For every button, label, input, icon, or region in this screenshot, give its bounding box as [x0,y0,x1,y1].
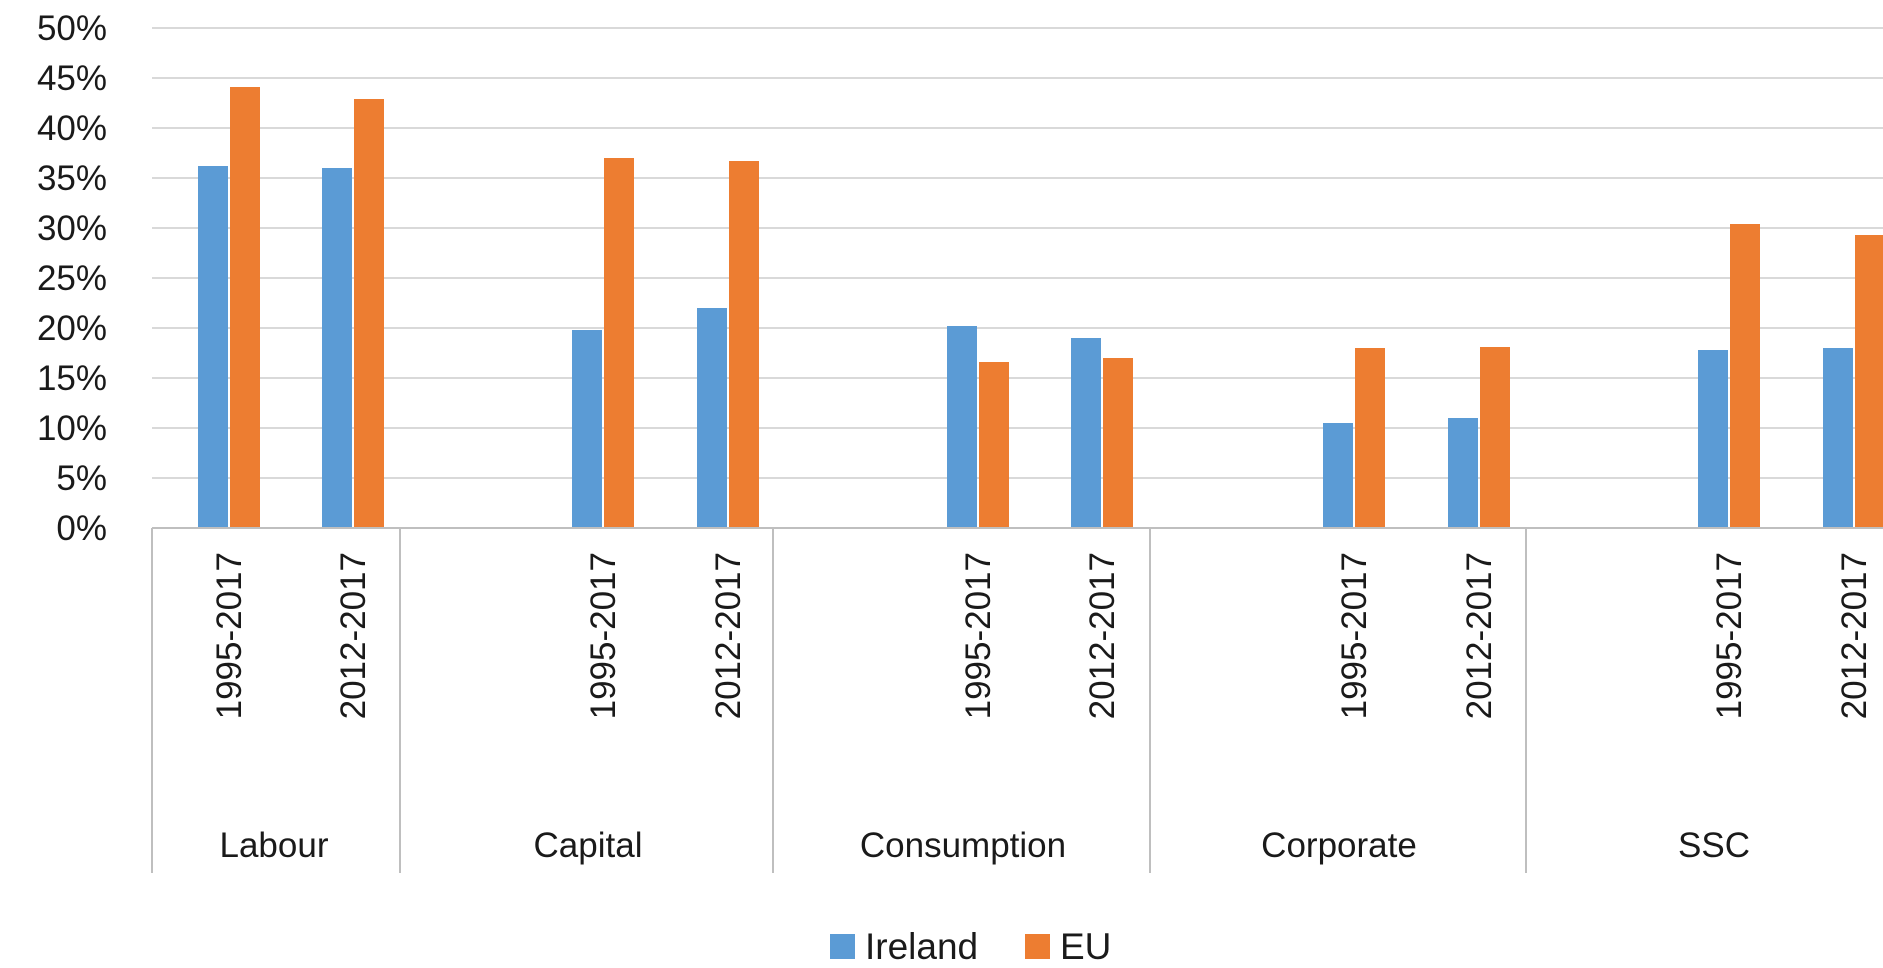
period-label: 2012-2017 [1083,552,1122,719]
bars [198,87,1883,528]
group-label: SSC [1678,826,1750,865]
legend-swatch-eu [1025,934,1050,959]
period-label: 1995-2017 [959,552,998,719]
gridlines [152,27,1883,479]
bar-eu [230,87,260,528]
y-tick-label: 0% [56,509,107,548]
y-axis: 0% 5% 10% 15% 20% 25% 30% 35% 40% 45% 50% [37,9,107,548]
period-label: 1995-2017 [1710,552,1749,719]
bar-ireland [322,168,352,528]
bar-ireland [1823,348,1853,528]
y-tick-label: 15% [37,359,107,398]
bar-eu [354,99,384,528]
y-tick-label: 35% [37,159,107,198]
period-label: 1995-2017 [584,552,623,719]
y-tick-label: 30% [37,209,107,248]
bar-ireland [1323,423,1353,528]
legend-label: EU [1060,926,1111,967]
bar-ireland [947,326,977,528]
bar-eu [604,158,634,528]
group-label: Labour [220,826,329,865]
bar-eu [1355,348,1385,528]
bar-ireland [1071,338,1101,528]
bar-eu [729,161,759,528]
group-label: Consumption [860,826,1066,865]
legend: Ireland EU [830,926,1111,967]
group-label: Corporate [1261,826,1417,865]
bar-eu [1730,224,1760,528]
y-tick-label: 25% [37,259,107,298]
y-tick-label: 50% [37,9,107,48]
group-label: Capital [534,826,643,865]
bar-ireland [572,330,602,528]
y-tick-label: 20% [37,309,107,348]
legend-label: Ireland [865,926,978,967]
y-tick-label: 45% [37,59,107,98]
bar-ireland [198,166,228,528]
bar-ireland [1698,350,1728,528]
period-label: 2012-2017 [1835,552,1874,719]
period-label: 1995-2017 [1335,552,1374,719]
period-label: 2012-2017 [334,552,373,719]
x-axis: 1995-2017 2012-2017 Labour 1995-2017 2012-20… [151,527,1883,873]
period-label: 1995-2017 [210,552,249,719]
bar-ireland [1448,418,1478,528]
bar-ireland [697,308,727,528]
bar-eu [1855,235,1883,528]
period-label: 2012-2017 [709,552,748,719]
bar-eu [1480,347,1510,528]
period-label: 2012-2017 [1460,552,1499,719]
bar-eu [979,362,1009,528]
y-tick-label: 10% [37,409,107,448]
legend-swatch-ireland [830,934,855,959]
bar-eu [1103,358,1133,528]
y-tick-label: 40% [37,109,107,148]
y-tick-label: 5% [56,459,107,498]
